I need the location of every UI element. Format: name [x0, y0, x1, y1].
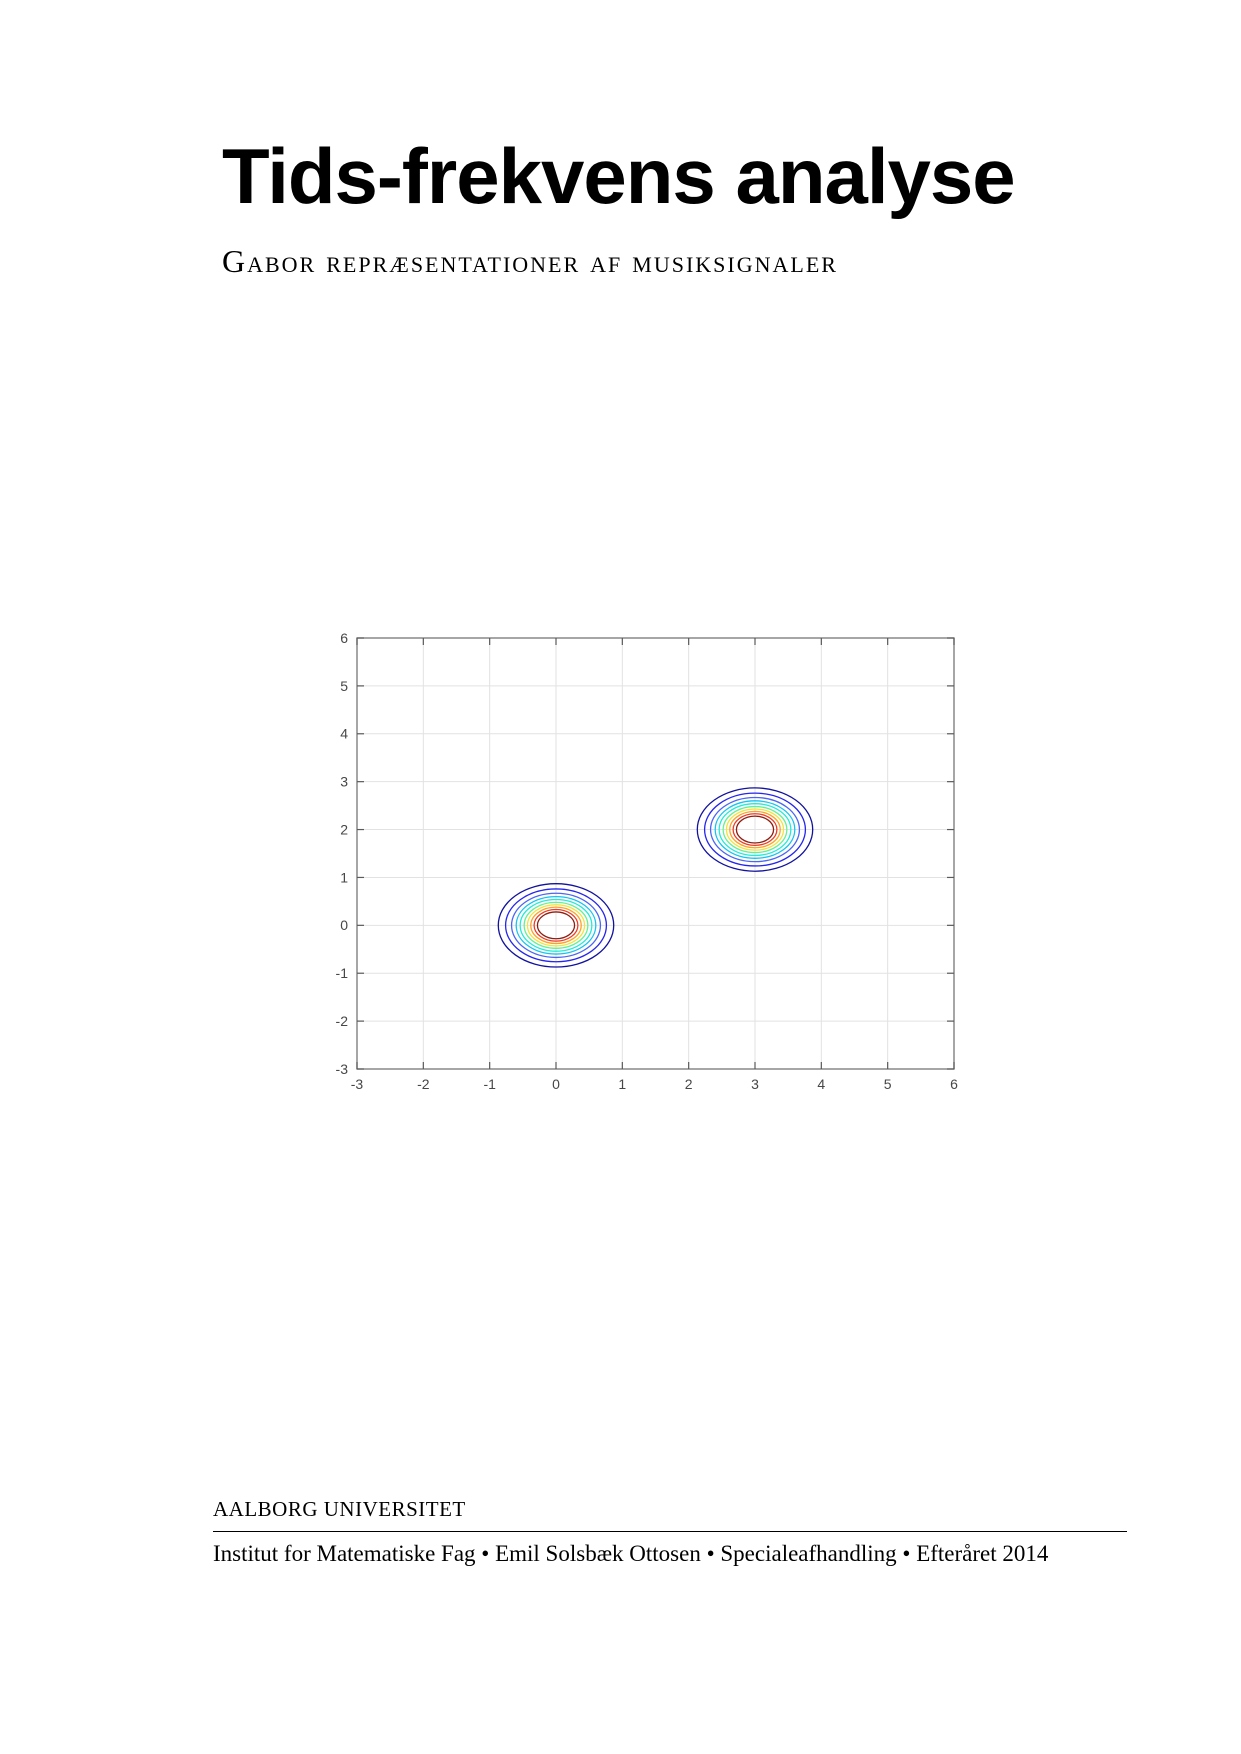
contour-ring [536, 911, 576, 940]
x-tick-label: 2 [685, 1076, 693, 1092]
contour-ring [709, 796, 801, 863]
x-tick-label: 5 [884, 1076, 892, 1092]
y-tick-label: 6 [340, 630, 348, 646]
x-tick-label: -2 [417, 1076, 430, 1092]
x-tick-label: -1 [483, 1076, 496, 1092]
x-tick-label: 6 [950, 1076, 958, 1092]
y-tick-label: 3 [340, 774, 348, 790]
x-tick-label: 0 [552, 1076, 560, 1092]
contour-ring [735, 815, 775, 844]
contour-plot-canvas: -3 -2 -1 0 1 2 3 4 5 6 -3 -2 -1 0 1 2 3 4 5 6 [336, 630, 959, 1092]
y-tick-label: -1 [336, 965, 349, 981]
y-tick-label: -3 [336, 1061, 349, 1077]
page-title: Tids-frekvens analyse [222, 132, 1016, 220]
contour-plot: -3 -2 -1 0 1 2 3 4 5 6 -3 -2 -1 0 1 2 3 4 5 6 [320, 625, 980, 1100]
contour-ring [523, 901, 589, 949]
y-tick-label: -2 [336, 1013, 349, 1029]
y-tick-label: 5 [340, 678, 348, 694]
x-tick-label: -3 [351, 1076, 364, 1092]
footer-divider [213, 1531, 1127, 1532]
y-tick-label: 4 [340, 726, 348, 742]
contour-ring [530, 906, 582, 945]
plot-area [357, 638, 954, 1069]
footer-info-line: Institut for Matematiske Fag • Emil Sols… [213, 1541, 1049, 1566]
contour-ring [718, 803, 792, 857]
contour-ring [703, 792, 807, 867]
contour-ring [510, 892, 602, 959]
axis-border [356, 637, 955, 1070]
contour-ring [725, 808, 785, 851]
footer: AALBORG UNIVERSITET Institut for Matemat… [213, 1496, 1127, 1568]
contour-ring [519, 898, 593, 952]
contour-ring [729, 810, 781, 849]
contour-ring [714, 800, 796, 859]
page-subtitle: Gabor repræsentationer af musiksignaler [222, 243, 838, 279]
x-tick-label: 4 [817, 1076, 825, 1092]
x-tick-label: 3 [751, 1076, 759, 1092]
contour-ring [515, 895, 597, 955]
y-tick-label: 2 [340, 821, 348, 837]
contour-ring [504, 888, 608, 963]
contour-ring [526, 904, 586, 947]
contour-ring [732, 813, 778, 847]
y-tick-label: 0 [340, 917, 348, 933]
university-name: AALBORG UNIVERSITET [213, 1497, 466, 1521]
x-tick-label: 1 [618, 1076, 626, 1092]
contour-ring [696, 787, 814, 872]
contour-ring [533, 908, 579, 942]
y-tick-label: 1 [340, 869, 348, 885]
contour-ring [497, 883, 615, 968]
contour-ring [722, 805, 788, 854]
